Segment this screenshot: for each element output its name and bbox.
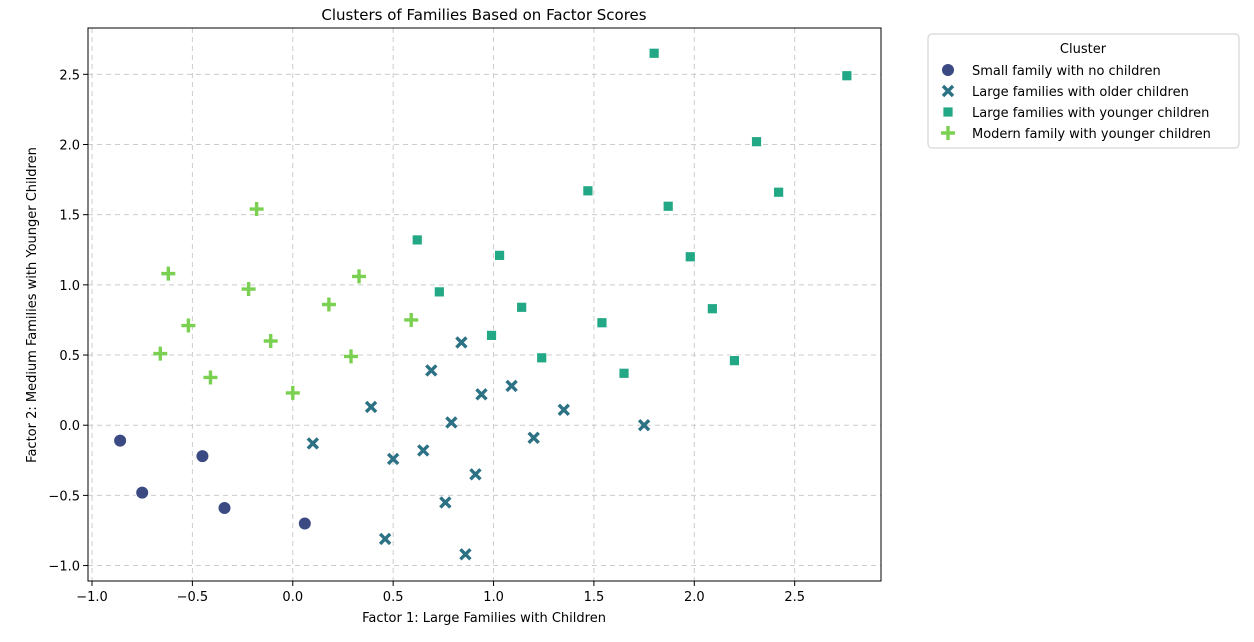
data-point xyxy=(321,297,336,312)
data-point xyxy=(203,370,218,385)
data-point xyxy=(684,251,696,263)
data-point xyxy=(662,200,674,212)
data-point xyxy=(195,449,210,464)
y-tick-label: 2.5 xyxy=(59,68,80,83)
legend-items: Small family with no children Large famil… xyxy=(941,63,1211,142)
data-point xyxy=(181,318,196,333)
data-point xyxy=(557,403,571,416)
x-tick-label: 1.0 xyxy=(483,590,504,605)
legend-marker xyxy=(941,84,955,98)
y-axis-ticks: −1.0 −0.5 0.0 0.5 1.0 1.5 2.0 2.5 xyxy=(48,68,88,575)
data-point xyxy=(505,379,518,393)
data-points xyxy=(113,47,853,561)
y-tick-label: 0.0 xyxy=(59,419,80,434)
data-point xyxy=(135,485,150,500)
data-point xyxy=(773,186,785,198)
x-tick-label: 2.0 xyxy=(684,590,705,605)
data-point xyxy=(494,249,505,261)
data-point xyxy=(439,496,452,509)
data-point xyxy=(459,548,472,561)
data-point xyxy=(536,352,548,364)
x-tick-label: 2.5 xyxy=(784,590,805,605)
x-tick-label: 1.5 xyxy=(584,590,605,605)
data-point xyxy=(751,136,762,148)
data-point xyxy=(469,468,482,481)
legend-label: Large families with younger children xyxy=(972,106,1209,121)
data-point xyxy=(404,312,419,327)
legend: Cluster Small family with no children Lar… xyxy=(927,33,1240,149)
legend-marker xyxy=(941,126,955,140)
y-tick-label: −0.5 xyxy=(48,489,80,504)
data-point xyxy=(433,286,445,298)
data-point xyxy=(516,301,528,313)
data-point xyxy=(263,333,278,348)
data-point xyxy=(729,355,740,367)
data-point xyxy=(306,437,320,450)
grid-lines xyxy=(88,28,881,581)
y-tick-label: 0.5 xyxy=(59,349,80,364)
data-point xyxy=(249,202,264,217)
data-point xyxy=(364,400,378,414)
data-point xyxy=(841,70,853,82)
data-point xyxy=(411,234,423,246)
y-tick-label: 1.0 xyxy=(59,279,80,294)
x-axis-label: Factor 1: Large Families with Children xyxy=(362,611,606,626)
legend-label: Large families with older children xyxy=(972,85,1189,100)
y-tick-label: −1.0 xyxy=(48,560,80,575)
y-tick-label: 2.0 xyxy=(59,138,80,153)
x-tick-label: 0.0 xyxy=(282,590,303,605)
data-point xyxy=(417,444,430,457)
legend-label: Modern family with younger children xyxy=(972,127,1211,142)
data-point xyxy=(486,329,497,341)
data-point xyxy=(582,185,594,197)
chart-title: Clusters of Families Based on Factor Sco… xyxy=(321,6,646,24)
y-tick-label: 1.5 xyxy=(59,209,80,224)
data-point xyxy=(706,303,718,315)
y-axis-label: Factor 2: Medium Families with Younger C… xyxy=(25,147,40,463)
data-point xyxy=(343,349,358,364)
x-tick-label: 0.5 xyxy=(383,590,404,605)
data-point xyxy=(445,416,458,429)
legend-box xyxy=(927,33,1240,149)
legend-marker xyxy=(941,63,955,77)
data-point xyxy=(386,452,400,466)
data-point xyxy=(297,516,312,531)
data-point xyxy=(161,266,176,281)
data-point xyxy=(425,364,438,377)
plot-frame xyxy=(87,27,882,582)
data-point xyxy=(352,269,367,284)
legend-label: Small family with no children xyxy=(972,64,1161,79)
x-tick-label: −1.0 xyxy=(76,590,108,605)
data-point xyxy=(113,433,128,448)
data-point xyxy=(648,47,660,59)
data-point xyxy=(217,501,232,516)
legend-marker xyxy=(942,106,954,118)
data-point xyxy=(241,282,256,297)
data-point xyxy=(637,419,651,432)
x-axis-ticks: −1.0 −0.5 0.0 0.5 1.0 1.5 2.0 2.5 xyxy=(76,581,805,605)
data-point xyxy=(527,431,540,445)
x-tick-label: −0.5 xyxy=(177,590,209,605)
data-point xyxy=(285,385,300,400)
data-point xyxy=(455,336,468,349)
data-point xyxy=(596,317,608,329)
data-point xyxy=(475,388,488,401)
data-point xyxy=(153,346,168,361)
legend-title: Cluster xyxy=(1060,42,1107,57)
data-point xyxy=(618,367,630,379)
data-point xyxy=(378,532,392,546)
